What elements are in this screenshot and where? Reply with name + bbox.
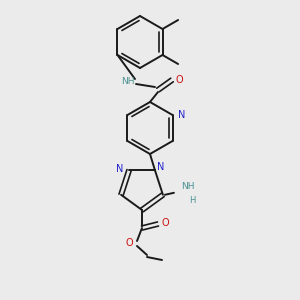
Text: NH: NH: [181, 182, 194, 191]
Text: H: H: [189, 196, 195, 205]
Text: N: N: [178, 110, 185, 120]
Text: N: N: [157, 162, 164, 172]
Text: O: O: [161, 218, 169, 228]
Text: N: N: [116, 164, 123, 174]
Text: O: O: [125, 238, 133, 248]
Text: NH: NH: [121, 77, 135, 86]
Text: O: O: [176, 75, 184, 85]
